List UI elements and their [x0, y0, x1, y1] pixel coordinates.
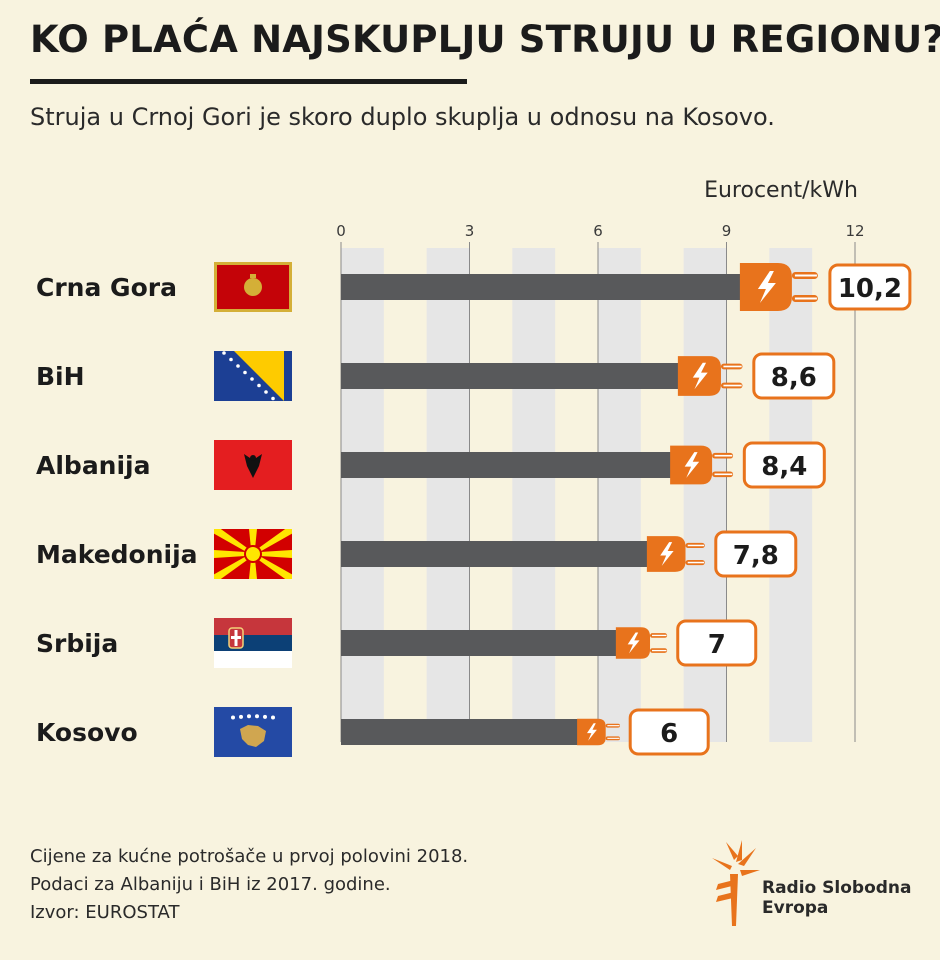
torch-icon	[712, 840, 760, 926]
plug-icon	[677, 356, 743, 396]
chart-row: Crna Gora 10,2	[36, 262, 912, 312]
footnotes: Cijene za kućne potrošače u prvoj polovi…	[30, 843, 468, 927]
category-label: Albanija	[36, 451, 151, 480]
value-label: 7	[708, 630, 726, 660]
value-label-box	[752, 352, 836, 400]
value-label-box	[742, 441, 826, 489]
grid-band	[512, 248, 556, 742]
plug-icon	[577, 718, 620, 746]
bar	[341, 719, 578, 745]
value-label: 10,2	[838, 274, 902, 304]
category-label: Kosovo	[36, 718, 138, 747]
plug-icon	[615, 627, 668, 659]
chart-subtitle: Struja u Crnoj Gori je skoro duplo skupl…	[30, 103, 775, 131]
plug-icon	[739, 263, 818, 311]
title-underline	[30, 79, 467, 84]
value-label-box	[828, 263, 912, 311]
footnote-source: Izvor: EUROSTAT	[30, 902, 180, 923]
grid-band	[769, 248, 813, 742]
flag-montenegro-icon	[214, 262, 292, 312]
grid-band	[426, 248, 470, 742]
x-tick-label: 9	[722, 222, 732, 240]
flag-macedonia-icon	[214, 529, 292, 579]
rse-logo: Radio Slobodna Evropa	[712, 840, 912, 930]
chart-row: Kosovo 6	[36, 707, 710, 757]
footnote-data-year: Podaci za Albaniju i BiH iz 2017. godine…	[30, 874, 391, 895]
flag-bosnia-icon	[214, 351, 292, 401]
bar	[341, 541, 656, 567]
chart-row: BiH 8,6	[36, 351, 836, 401]
value-label: 8,6	[771, 363, 817, 393]
category-label: Makedonija	[36, 540, 198, 569]
x-tick-label: 12	[845, 222, 864, 240]
x-tick-label: 3	[465, 222, 475, 240]
category-label: Srbija	[36, 629, 118, 658]
value-label-box	[628, 708, 710, 756]
unit-label: Eurocent/kWh	[704, 178, 858, 203]
grid-band	[341, 248, 384, 742]
footnote-period: Cijene za kućne potrošače u prvoj polovi…	[30, 846, 469, 867]
value-label: 6	[660, 719, 678, 749]
flag-serbia-icon	[214, 618, 292, 668]
category-label: Crna Gora	[36, 273, 177, 302]
value-label-box	[714, 530, 798, 578]
bar	[341, 274, 758, 300]
bar	[341, 452, 681, 478]
logo-line-2: Evropa	[762, 898, 829, 918]
chart-row: Makedonija 7,8	[36, 529, 798, 579]
x-tick-label: 6	[593, 222, 603, 240]
logo-line-1: Radio Slobodna	[762, 878, 912, 898]
value-label: 7,8	[733, 541, 779, 571]
value-label-box	[676, 619, 758, 667]
plug-icon	[646, 536, 705, 572]
chart-row: Albanija 8,4	[36, 440, 826, 490]
flag-albania-icon	[214, 440, 292, 490]
grid-band	[598, 248, 641, 742]
chart-title: KO PLAĆA NAJSKUPLJU STRUJU U REGIONU?	[30, 18, 940, 61]
flag-kosovo-icon	[214, 707, 292, 757]
bar	[341, 630, 621, 656]
grid-band	[683, 248, 727, 742]
chart-row: Srbija 7	[36, 618, 758, 668]
plug-icon	[670, 445, 734, 485]
category-label: BiH	[36, 362, 85, 391]
value-label: 8,4	[761, 452, 807, 482]
bar	[341, 363, 690, 389]
x-tick-label: 0	[336, 222, 346, 240]
